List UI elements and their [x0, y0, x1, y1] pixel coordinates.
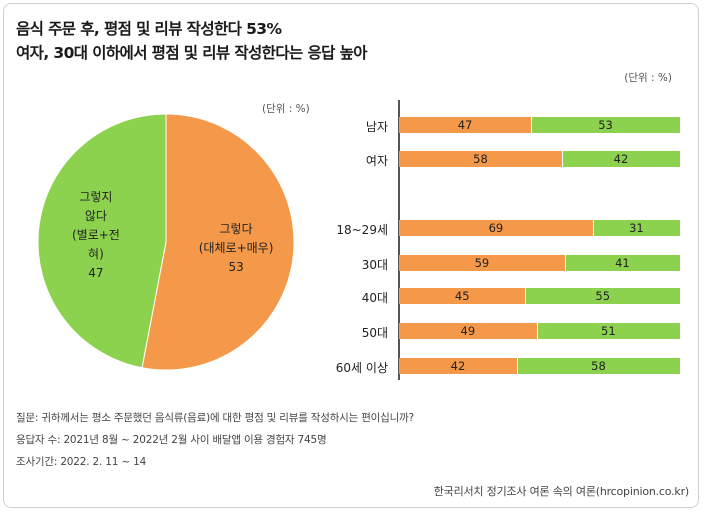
bar-row: 42 58: [399, 358, 680, 374]
bar-value-yes: 59: [474, 256, 490, 270]
pie-value-1: 47: [88, 265, 104, 280]
bar-segment-no: [592, 220, 680, 236]
bar-value-no: 55: [595, 289, 611, 303]
bar-row: 47 53: [399, 117, 680, 133]
bar-category-label: 18~29세: [336, 223, 388, 237]
bar-category-label: 40대: [361, 291, 388, 305]
chart-title: 음식 주문 후, 평점 및 리뷰 작성한다 53%: [16, 20, 282, 38]
bar-row: 58 42: [399, 151, 680, 167]
bar-category-label: 여자: [365, 154, 388, 168]
bar-value-no: 51: [601, 324, 616, 338]
pie-label-line: 혀): [88, 246, 104, 261]
bar-segment-yes: [399, 255, 565, 271]
bar-unit-label: (단위 : %): [624, 72, 672, 84]
bar-segment-yes: [399, 220, 593, 236]
bar-value-yes: 58: [473, 152, 488, 166]
bar-category-label: 남자: [365, 120, 388, 134]
pie-unit-label: (단위 : %): [262, 103, 310, 115]
pie-label-line: (대체로+매우): [198, 241, 274, 256]
pie-label-line: 않다: [84, 208, 107, 223]
note-survey-period: 조사기간: 2022. 2. 11 ~ 14: [16, 456, 147, 468]
bar-value-no: 31: [629, 221, 644, 235]
bar-segment-no: [561, 151, 680, 167]
bar-segment-no: [536, 323, 680, 339]
chart-frame: [3, 3, 699, 508]
bar-value-yes: 49: [460, 324, 476, 338]
pie-label-0: 그렇다 (대체로+매우) 53: [199, 220, 274, 277]
note-respondents: 응답자 수: 2021년 8월 ~ 2022년 2월 사이 배달앱 이용 경험자…: [16, 434, 327, 446]
pie-label-line: (별로+전: [71, 227, 120, 242]
bar-category-label: 30대: [361, 258, 388, 272]
bar-segment-yes: [399, 323, 537, 339]
bar-segment-no: [564, 255, 680, 271]
bar-row: 69 31: [399, 220, 680, 236]
bar-row: 45 55: [399, 288, 680, 304]
bar-value-yes: 47: [457, 118, 473, 132]
bar-segment-no: [517, 358, 680, 374]
bar-axis-line: [398, 100, 400, 380]
bar-row: 49 51: [399, 323, 680, 339]
chart-subtitle: 여자, 30대 이하에서 평점 및 리뷰 작성한다는 응답 높아: [16, 44, 367, 62]
bar-category-label: 60세 이상: [335, 361, 388, 375]
pie-label-line: 그렇다: [219, 222, 253, 237]
pie-value-0: 53: [228, 260, 244, 275]
bar-value-yes: 42: [450, 359, 466, 373]
bar-segment-no: [531, 117, 680, 133]
bar-segment-yes: [399, 358, 518, 374]
bar-value-yes: 45: [454, 289, 470, 303]
bar-segment-yes: [399, 117, 532, 133]
bar-value-no: 41: [615, 256, 630, 270]
bar-category-label: 50대: [361, 326, 388, 340]
bar-segment-yes: [399, 288, 526, 304]
bar-value-yes: 69: [488, 221, 504, 235]
bar-segment-no: [525, 288, 680, 304]
bar-row: 59 41: [399, 255, 680, 271]
note-question: 질문: 귀하께서는 평소 주문했던 음식류(음료)에 대한 평점 및 리뷰를 작…: [16, 412, 414, 424]
bar-value-no: 42: [613, 152, 629, 166]
source-credit: 한국리서치 정기조사 여론 속의 여론(hrcopinion.co.kr): [433, 485, 689, 498]
bar-segment-yes: [399, 151, 562, 167]
bar-value-no: 53: [598, 118, 613, 132]
pie-label-line: 그렇지: [79, 189, 113, 204]
bar-value-no: 58: [591, 359, 606, 373]
